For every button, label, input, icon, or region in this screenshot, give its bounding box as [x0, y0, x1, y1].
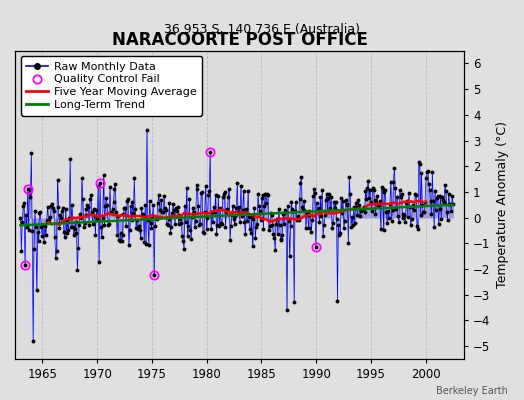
Text: Berkeley Earth: Berkeley Earth [436, 386, 508, 396]
Legend: Raw Monthly Data, Quality Control Fail, Five Year Moving Average, Long-Term Tren: Raw Monthly Data, Quality Control Fail, … [20, 56, 202, 116]
Y-axis label: Temperature Anomaly (°C): Temperature Anomaly (°C) [496, 121, 509, 288]
Text: 36.953 S, 140.736 E (Australia): 36.953 S, 140.736 E (Australia) [164, 24, 360, 36]
Title: NARACOORTE POST OFFICE: NARACOORTE POST OFFICE [112, 31, 367, 49]
